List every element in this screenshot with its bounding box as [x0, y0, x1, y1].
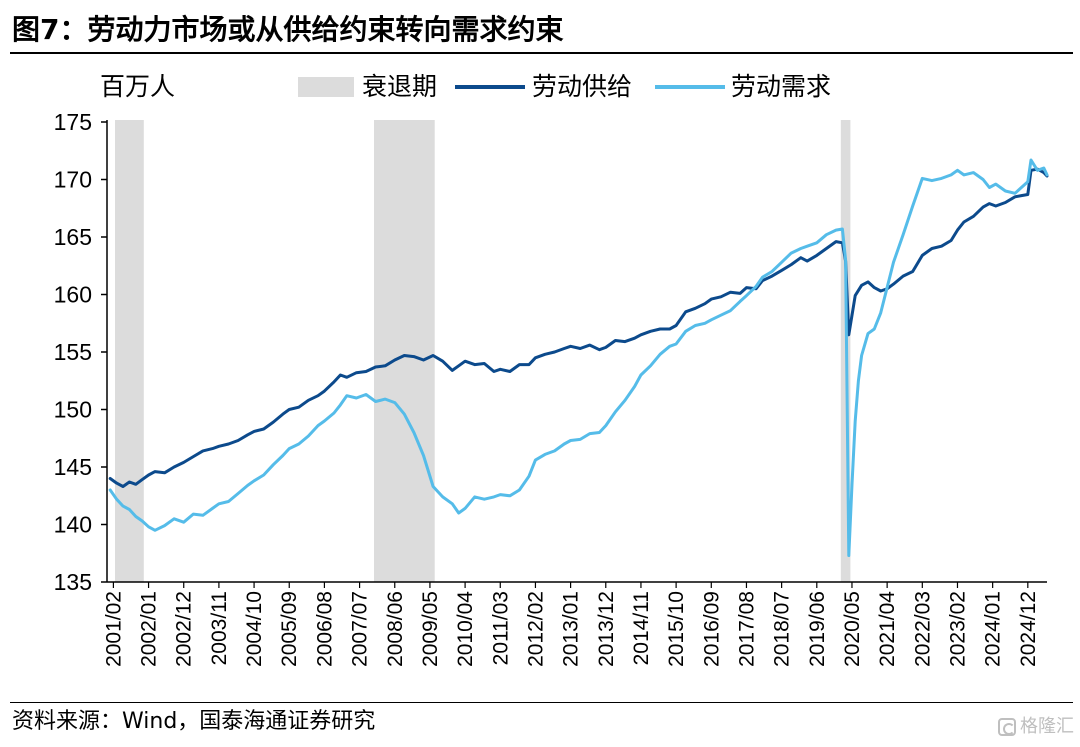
- x-tick-label: 2009/05: [419, 591, 442, 667]
- y-tick-label: 160: [54, 282, 92, 308]
- title-divider: [10, 52, 1073, 54]
- recession-band: [374, 120, 435, 582]
- x-tick-label: 2005/09: [278, 591, 301, 667]
- series-lines: [108, 158, 1049, 557]
- x-tick-label: 2004/10: [243, 591, 266, 667]
- x-tick-label: 2017/08: [736, 591, 759, 667]
- chart-title: 图7：劳动力市场或从供给约束转向需求约束: [12, 13, 564, 46]
- watermark-text: 格隆汇: [1020, 716, 1074, 737]
- y-tick-label: 170: [54, 167, 92, 193]
- x-tick-label: 2024/01: [982, 591, 1005, 667]
- y-tick-label: 145: [54, 454, 92, 480]
- x-tick-label: 2003/11: [208, 591, 231, 665]
- y-tick-label: 150: [54, 397, 92, 423]
- legend-label-recession: 衰退期: [362, 72, 438, 101]
- y-tick-label: 175: [54, 109, 92, 135]
- x-tick-label: 2015/10: [665, 591, 688, 667]
- x-tick-label: 2013/01: [560, 591, 583, 667]
- x-tick-label: 2001/02: [102, 591, 125, 667]
- x-tick-label: 2019/06: [806, 591, 829, 667]
- series-line-labor-demand: [108, 158, 1049, 557]
- x-tick-label: 2007/07: [349, 591, 372, 667]
- x-tick-label: 2010/04: [454, 591, 477, 667]
- legend-swatch-labor-supply: [455, 85, 525, 89]
- recession-bands: [115, 120, 851, 582]
- legend-label-labor-demand: 劳动需求: [731, 72, 832, 101]
- y-tick-label: 155: [54, 339, 92, 365]
- legend-swatch-labor-demand: [655, 85, 725, 89]
- x-tick-label: 2013/12: [595, 591, 618, 667]
- y-axis-unit-label: 百万人: [100, 72, 176, 101]
- y-tick-label: 140: [54, 512, 92, 538]
- x-tick-label: 2002/12: [173, 591, 196, 667]
- recession-band: [115, 120, 144, 582]
- x-tick-label: 2011/03: [489, 591, 512, 665]
- source-divider: [10, 702, 1073, 703]
- x-tick-label: 2012/02: [524, 591, 547, 667]
- x-tick-label: 2006/08: [313, 591, 336, 667]
- x-tick-label: 2016/09: [700, 591, 723, 667]
- tick-labels: 135 140 145 150 155 160 165 170 175 2001/02 2002/0…: [54, 109, 1040, 667]
- x-tick-label: 2022/03: [911, 591, 934, 667]
- axes: [106, 120, 1047, 583]
- series-line-labor-supply: [108, 167, 1049, 488]
- x-tick-label: 2020/05: [841, 591, 864, 667]
- y-tick-label: 135: [54, 569, 92, 595]
- x-tick-label: 2014/11: [630, 591, 653, 665]
- x-tick-label: 2002/01: [138, 591, 161, 667]
- legend-swatch-recession: [298, 77, 354, 97]
- x-tick-label: 2024/12: [1017, 591, 1040, 667]
- gelonghui-logo-icon: [998, 718, 1016, 736]
- watermark: 格隆汇: [998, 714, 1074, 740]
- x-tick-label: 2021/04: [876, 591, 899, 667]
- source-note: 资料来源：Wind，国泰海通证券研究: [12, 709, 376, 734]
- legend-label-labor-supply: 劳动供给: [532, 72, 633, 101]
- x-tick-label: 2018/07: [771, 591, 794, 667]
- x-tick-label: 2008/06: [384, 591, 407, 667]
- y-tick-label: 165: [54, 224, 92, 250]
- x-tick-label: 2023/02: [947, 591, 970, 667]
